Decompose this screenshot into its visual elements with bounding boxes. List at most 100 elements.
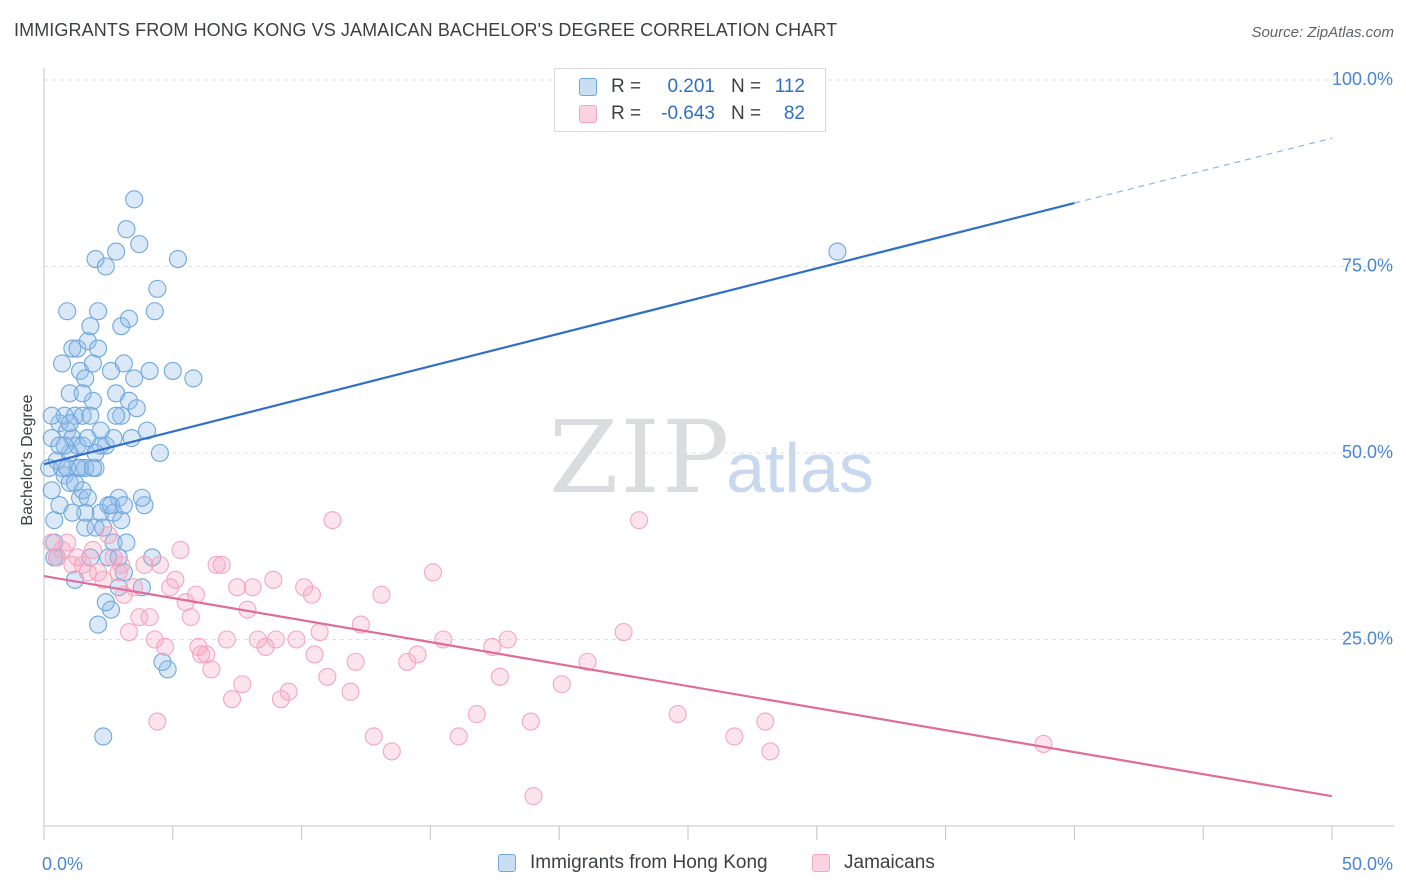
hong-kong-point bbox=[42, 481, 61, 500]
hong-kong-point bbox=[76, 458, 95, 477]
jamaican-trend-line bbox=[43, 575, 1333, 798]
legend-swatch-pink bbox=[579, 105, 597, 123]
axes bbox=[43, 68, 1394, 840]
hong-kong-point bbox=[76, 518, 95, 537]
hong-kong-point bbox=[76, 503, 95, 522]
legend-r-value: 0.201 bbox=[667, 76, 715, 97]
jamaican-point bbox=[256, 637, 275, 657]
hong-kong-point bbox=[145, 302, 164, 321]
hong-kong-point bbox=[143, 548, 162, 567]
jamaican-point bbox=[94, 570, 113, 589]
jamaican-point bbox=[243, 578, 262, 597]
series-legend: Immigrants from Hong Kong Jamaicans bbox=[0, 852, 1406, 878]
hong-kong-point bbox=[78, 488, 97, 507]
hong-kong-point bbox=[163, 361, 182, 380]
jamaican-point bbox=[341, 682, 360, 701]
hong-kong-point bbox=[83, 391, 102, 410]
hong-kong-point bbox=[184, 369, 203, 388]
hong-kong-point bbox=[119, 309, 139, 328]
y-tick-label: 100.0% bbox=[1332, 69, 1393, 89]
y-axis-label: Bachelor's Degree bbox=[19, 394, 36, 526]
jamaican-point bbox=[668, 705, 687, 724]
y-tick-label: 25.0% bbox=[1342, 629, 1393, 649]
jamaican-point bbox=[171, 540, 190, 560]
jamaican-point bbox=[222, 690, 242, 709]
hong-kong-point bbox=[101, 496, 121, 515]
jamaican-point bbox=[181, 608, 200, 627]
hong-kong-point bbox=[153, 652, 172, 671]
jamaican-point bbox=[58, 533, 77, 552]
jamaican-point bbox=[99, 526, 118, 545]
hong-kong-point bbox=[114, 354, 133, 373]
hong-kong-point bbox=[68, 436, 87, 455]
jamaican-point bbox=[78, 563, 97, 582]
legend-r-label: R = bbox=[611, 76, 642, 97]
trend-lines bbox=[43, 137, 1333, 798]
hong-kong-point bbox=[89, 339, 108, 358]
legend-r-value: -0.643 bbox=[661, 103, 715, 124]
hong-kong-point bbox=[107, 406, 126, 425]
data-points bbox=[40, 190, 1053, 806]
hong-kong-point bbox=[52, 354, 72, 373]
hong-kong-point bbox=[81, 548, 100, 567]
jamaican-point bbox=[578, 652, 597, 671]
hong-kong-point bbox=[42, 406, 61, 425]
jamaican-point bbox=[295, 578, 314, 597]
jamaican-point bbox=[266, 630, 285, 649]
hong-kong-point bbox=[148, 279, 167, 298]
jamaican-point bbox=[305, 645, 324, 664]
jamaican-point bbox=[725, 727, 744, 746]
legend-swatch-blue bbox=[579, 78, 597, 96]
hong-kong-point bbox=[140, 361, 159, 380]
hong-kong-point bbox=[150, 443, 169, 463]
jamaican-point bbox=[382, 742, 401, 761]
hong-kong-point bbox=[117, 533, 136, 552]
hong-kong-point bbox=[130, 235, 149, 254]
jamaican-point bbox=[408, 645, 427, 664]
hong-kong-point bbox=[91, 421, 110, 440]
legend-item-label: Immigrants from Hong Kong bbox=[530, 852, 768, 873]
grid-lines bbox=[44, 79, 1394, 640]
source-label: Source: ZipAtlas.com bbox=[1251, 24, 1394, 41]
hong-kong-trend-line bbox=[43, 202, 1075, 466]
legend-swatch-blue bbox=[498, 854, 516, 872]
jamaican-point bbox=[498, 630, 517, 649]
jamaican-point bbox=[287, 630, 306, 649]
hong-kong-point bbox=[96, 593, 115, 612]
hong-kong-point bbox=[114, 496, 133, 515]
hong-kong-point bbox=[76, 369, 95, 388]
jamaican-point bbox=[217, 630, 236, 649]
jamaican-point bbox=[186, 585, 206, 604]
jamaican-point bbox=[279, 682, 298, 701]
hong-kong-point bbox=[89, 615, 108, 634]
jamaican-point bbox=[119, 622, 139, 642]
legend-row-jamaicans: R = -0.643 N = 82 bbox=[579, 101, 805, 127]
hong-kong-point bbox=[828, 242, 847, 261]
jamaican-point bbox=[156, 637, 175, 657]
hong-kong-point bbox=[125, 190, 144, 209]
legend-row-hong-kong: R = 0.201 N = 112 bbox=[579, 74, 805, 100]
jamaican-point bbox=[310, 622, 329, 642]
hong-kong-point bbox=[78, 332, 97, 351]
jamaican-point bbox=[192, 645, 211, 664]
hong-kong-point bbox=[89, 302, 108, 321]
jamaican-point bbox=[467, 705, 486, 724]
jamaican-point bbox=[202, 660, 221, 679]
hong-kong-point bbox=[117, 220, 136, 239]
hong-kong-point bbox=[125, 369, 144, 388]
hong-kong-point bbox=[60, 384, 79, 403]
hong-kong-point bbox=[73, 384, 92, 403]
jamaican-point bbox=[145, 630, 164, 649]
hong-kong-point bbox=[58, 302, 77, 321]
legend-r-label: R = bbox=[611, 103, 642, 124]
legend-item-hong-kong: Immigrants from Hong Kong bbox=[498, 852, 768, 874]
jamaican-point bbox=[150, 555, 169, 574]
jamaican-point bbox=[614, 622, 633, 642]
x-tick-label: 50.0% bbox=[1342, 854, 1393, 874]
legend-item-label: Jamaicans bbox=[844, 852, 935, 873]
jamaican-point bbox=[323, 511, 342, 530]
watermark-zip: ZIP bbox=[549, 399, 731, 516]
hong-kong-point bbox=[168, 249, 188, 269]
jamaican-point bbox=[264, 570, 283, 589]
